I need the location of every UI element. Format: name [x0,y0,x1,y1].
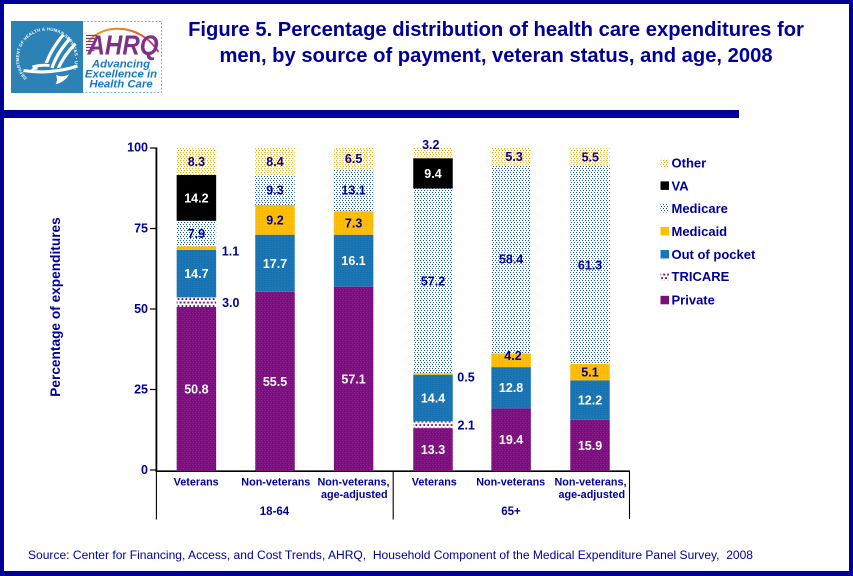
svg-text:Health Care: Health Care [89,78,153,90]
svg-text:16.1: 16.1 [341,254,365,268]
svg-text:0: 0 [141,463,148,477]
svg-text:age-adjusted: age-adjusted [558,489,625,501]
svg-text:Medicare: Medicare [672,201,728,216]
svg-text:65+: 65+ [501,506,521,518]
svg-text:75: 75 [134,222,148,236]
svg-text:61.3: 61.3 [578,258,602,272]
svg-text:5.3: 5.3 [505,150,522,164]
svg-text:3.2: 3.2 [422,138,439,152]
svg-text:VA: VA [672,178,690,193]
svg-text:14.2: 14.2 [184,191,208,205]
svg-text:7.3: 7.3 [345,216,362,230]
svg-text:25: 25 [134,383,148,397]
svg-text:0.5: 0.5 [457,371,474,385]
svg-text:14.7: 14.7 [184,267,208,281]
svg-text:4.2: 4.2 [504,349,521,363]
svg-text:Private: Private [672,293,715,308]
svg-text:5.1: 5.1 [581,366,598,380]
svg-text:Non-veterans: Non-veterans [476,477,545,489]
svg-text:Non-veterans,: Non-veterans, [555,477,627,489]
svg-text:19.4: 19.4 [499,433,523,447]
svg-text:Veterans: Veterans [174,477,219,489]
svg-text:6.5: 6.5 [345,152,362,166]
svg-text:Veterans: Veterans [412,477,457,489]
svg-text:13.1: 13.1 [341,184,365,198]
svg-text:Excellence in: Excellence in [85,69,157,81]
svg-text:57.2: 57.2 [421,274,445,288]
svg-text:Advancing: Advancing [91,59,150,71]
svg-text:17.7: 17.7 [263,257,287,271]
svg-text:58.4: 58.4 [499,253,523,267]
svg-text:2.1: 2.1 [458,419,475,433]
svg-text:Percentage of expenditures: Percentage of expenditures [48,217,63,397]
svg-text:8.4: 8.4 [266,155,283,169]
svg-text:15.9: 15.9 [578,439,602,453]
svg-text:TRICARE: TRICARE [672,269,730,284]
svg-text:13.3: 13.3 [421,443,445,457]
svg-text:AHRQ: AHRQ [87,30,159,61]
svg-text:12.8: 12.8 [499,381,523,395]
svg-text:1.1: 1.1 [222,244,239,258]
svg-text:Non-veterans: Non-veterans [241,477,310,489]
svg-text:9.2: 9.2 [266,213,283,227]
svg-text:age-adjusted: age-adjusted [321,489,388,501]
svg-text:Medicaid: Medicaid [672,224,728,239]
svg-text:Non-veterans,: Non-veterans, [318,477,390,489]
svg-text:12.2: 12.2 [578,394,602,408]
svg-text:55.5: 55.5 [263,375,287,389]
svg-text:50: 50 [134,302,148,316]
svg-text:8.3: 8.3 [188,155,205,169]
svg-text:7.9: 7.9 [188,227,205,241]
svg-text:50.8: 50.8 [184,383,208,397]
svg-text:14.4: 14.4 [421,392,445,406]
svg-text:57.1: 57.1 [341,372,365,386]
svg-text:Other: Other [672,156,707,171]
svg-text:18-64: 18-64 [260,506,290,518]
svg-text:3.0: 3.0 [222,296,239,310]
svg-text:Out of pocket: Out of pocket [672,247,756,262]
svg-text:9.3: 9.3 [266,184,283,198]
svg-text:100: 100 [127,141,148,155]
svg-text:9.4: 9.4 [424,167,441,181]
svg-text:5.5: 5.5 [582,151,599,165]
